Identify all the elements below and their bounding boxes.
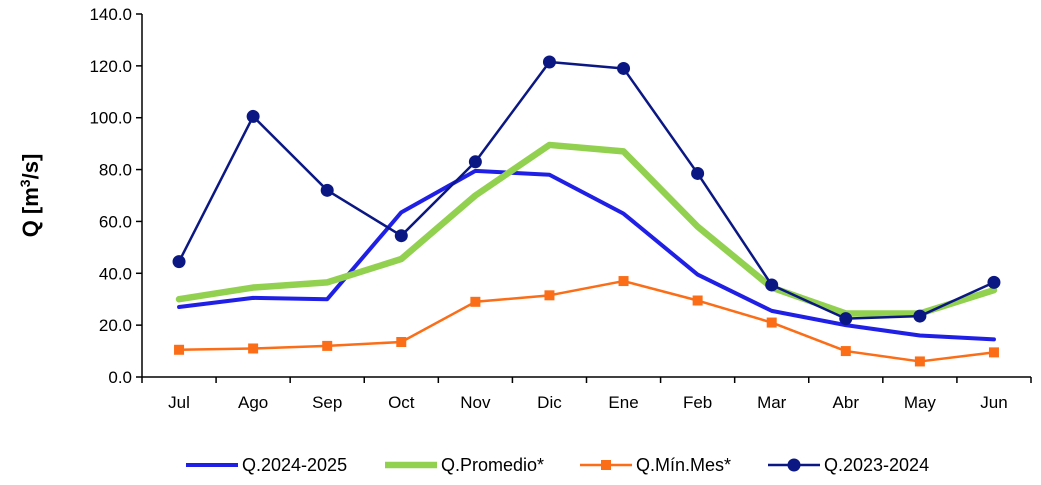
- data-point: [394, 229, 408, 243]
- legend-label: Q.Promedio*: [441, 455, 544, 475]
- x-tick-label: Oct: [388, 393, 415, 412]
- data-point: [988, 347, 999, 358]
- y-tick-label: 100.0: [89, 109, 132, 128]
- x-tick-label: Dic: [537, 393, 562, 412]
- series-2: [174, 276, 999, 367]
- y-tick-label: 120.0: [89, 57, 132, 76]
- data-point: [322, 340, 333, 351]
- data-point: [246, 109, 260, 123]
- data-point: [617, 61, 631, 75]
- data-point: [766, 317, 777, 328]
- data-point: [840, 346, 851, 357]
- data-point: [691, 166, 705, 180]
- x-tick-label: Ago: [238, 393, 268, 412]
- x-tick-label: Sep: [312, 393, 342, 412]
- y-tick-label: 60.0: [99, 212, 132, 231]
- series-layer: [172, 55, 1001, 367]
- legend-label: Q.2024-2025: [242, 455, 347, 475]
- legend-item: Q.2024-2025: [186, 455, 347, 475]
- y-tick-label: 140.0: [89, 5, 132, 24]
- data-point: [914, 356, 925, 367]
- series-3: [172, 55, 1001, 326]
- legend-label: Q.Mín.Mes*: [636, 455, 731, 475]
- x-tick-label: Ene: [608, 393, 638, 412]
- data-point: [174, 344, 185, 355]
- data-point: [396, 336, 407, 347]
- series-line: [177, 168, 996, 342]
- y-tick-label: 80.0: [99, 161, 132, 180]
- series-line: [175, 141, 998, 317]
- legend-marker: [601, 460, 611, 470]
- data-point: [468, 155, 482, 169]
- x-tick-label: Jun: [980, 393, 1007, 412]
- legend-label: Q.2023-2024: [824, 455, 929, 475]
- data-point: [248, 343, 259, 354]
- data-point: [987, 275, 1001, 289]
- x-tick-label: Mar: [757, 393, 787, 412]
- x-tick-label: Feb: [683, 393, 712, 412]
- data-point: [320, 183, 334, 197]
- y-tick-label: 20.0: [99, 316, 132, 335]
- x-tick-label: May: [904, 393, 937, 412]
- y-axis-title: Q [m3/s]: [17, 154, 43, 238]
- legend-item: Q.Mín.Mes*: [580, 455, 731, 475]
- x-tick-label: Abr: [833, 393, 860, 412]
- data-point: [618, 276, 629, 287]
- x-tick-label: Jul: [168, 393, 190, 412]
- series-line: [177, 279, 996, 363]
- data-point: [544, 290, 555, 301]
- data-point: [172, 255, 186, 269]
- y-tick-label: 40.0: [99, 264, 132, 283]
- series-1: [175, 141, 998, 317]
- data-point: [839, 312, 853, 326]
- legend-marker: [787, 458, 801, 472]
- data-point: [765, 278, 779, 292]
- data-point: [542, 55, 556, 69]
- x-tick-label: Nov: [460, 393, 491, 412]
- y-tick-label: 0.0: [108, 368, 132, 387]
- series-line: [177, 60, 996, 320]
- data-point: [913, 309, 927, 323]
- axes-layer: 0.0 20.0 40.0 60.0 80.0 100.0 120.0 140.0 Jul Ago…: [17, 5, 1032, 412]
- data-point: [470, 296, 481, 307]
- data-point: [692, 295, 703, 306]
- series-0: [177, 168, 996, 342]
- legend-item: Q.2023-2024: [768, 455, 929, 475]
- legend-item: Q.Promedio*: [385, 455, 544, 475]
- legend: Q.2024-2025 Q.Promedio* Q.Mín.Mes* Q.2023-2…: [186, 455, 929, 475]
